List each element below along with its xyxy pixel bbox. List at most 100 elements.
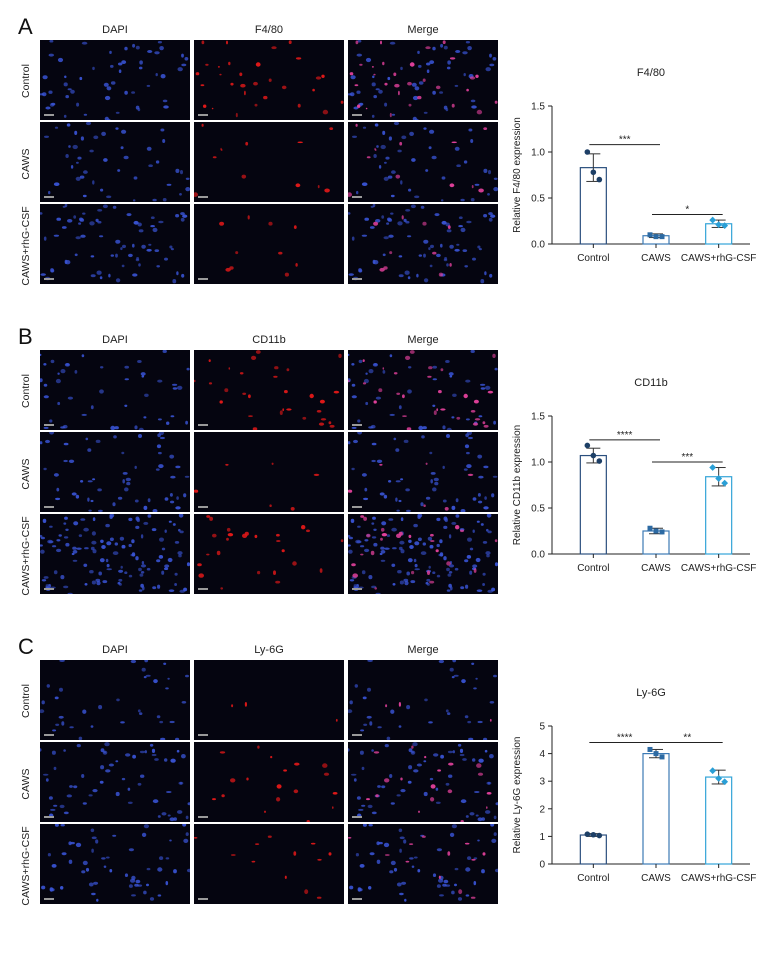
nucleus	[449, 375, 453, 378]
nucleus	[478, 248, 482, 251]
nucleus	[432, 46, 436, 51]
signal-spot	[310, 842, 316, 845]
nucleus	[483, 465, 489, 469]
nucleus	[432, 873, 437, 877]
nucleus	[429, 129, 435, 134]
nucleus	[75, 236, 81, 240]
signal-spot	[494, 539, 498, 543]
nucleus	[378, 165, 382, 169]
nucleus	[43, 383, 48, 387]
nucleus	[491, 493, 495, 498]
nucleus	[115, 278, 121, 283]
nucleus	[488, 217, 493, 222]
nucleus	[386, 736, 391, 740]
nucleus	[436, 848, 442, 852]
nucleus	[460, 586, 465, 590]
nucleus	[43, 576, 49, 579]
nucleus	[418, 425, 424, 430]
nucleus	[395, 480, 401, 483]
micrograph	[348, 350, 498, 430]
nucleus	[359, 864, 365, 868]
nucleus	[100, 748, 105, 753]
nucleus	[180, 212, 185, 216]
nucleus	[133, 176, 138, 180]
nucleus	[46, 684, 50, 688]
significance-label: ***	[681, 452, 693, 463]
nucleus	[462, 758, 467, 761]
micrograph-texture	[348, 122, 498, 202]
nucleus	[124, 873, 129, 877]
nucleus	[170, 415, 175, 418]
nucleus	[428, 247, 431, 251]
nucleus	[413, 523, 418, 528]
nucleus	[99, 389, 104, 394]
signal-spot	[483, 127, 488, 130]
nucleus	[363, 378, 369, 384]
nucleus	[480, 523, 484, 526]
signal-spot	[329, 424, 335, 428]
nucleus	[384, 744, 389, 748]
nucleus	[466, 451, 470, 455]
scale-bar	[352, 424, 362, 426]
signal-spot	[447, 851, 451, 856]
nucleus	[151, 528, 157, 532]
nucleus	[409, 545, 414, 549]
signal-spot	[290, 507, 295, 511]
nucleus	[410, 750, 416, 755]
x-tick-label: Control	[577, 873, 609, 884]
nucleus	[84, 583, 88, 586]
nucleus	[448, 534, 452, 539]
y-axis-label: Relative F4/80 expression	[512, 117, 523, 233]
data-point	[647, 525, 653, 531]
nucleus	[152, 227, 158, 233]
nucleus	[76, 744, 81, 748]
nucleus	[87, 480, 93, 483]
signal-spot	[195, 72, 200, 76]
significance-label: *	[685, 205, 689, 216]
signal-spot	[366, 798, 370, 801]
nucleus	[53, 804, 58, 807]
nucleus	[81, 870, 86, 874]
nucleus	[103, 158, 108, 162]
nucleus	[403, 218, 407, 222]
nucleus	[128, 517, 133, 522]
nucleus	[157, 815, 161, 818]
nucleus	[159, 46, 164, 51]
nucleus	[388, 234, 394, 238]
signal-spot	[219, 73, 222, 76]
signal-spot	[473, 568, 477, 573]
nucleus	[489, 53, 492, 58]
nucleus	[434, 213, 440, 217]
signal-spot	[340, 539, 344, 543]
nucleus	[147, 498, 151, 503]
panel-b: B DAPI CD11b Merge Control CAWS CAWS+rhG-CSF CD…	[0, 324, 780, 626]
nucleus	[480, 387, 486, 390]
nucleus	[138, 229, 144, 233]
nucleus	[80, 480, 84, 483]
nucleus	[465, 41, 470, 44]
data-point	[659, 529, 665, 535]
signal-spot	[362, 359, 365, 362]
signal-spot	[208, 359, 211, 362]
nucleus	[430, 472, 436, 475]
nucleus	[376, 859, 381, 864]
nucleus	[465, 379, 471, 383]
nucleus	[88, 794, 93, 797]
nucleus	[51, 102, 56, 106]
nucleus	[417, 515, 421, 519]
nucleus	[452, 393, 457, 397]
nucleus	[186, 868, 190, 873]
nucleus	[151, 748, 156, 753]
signal-spot	[409, 843, 414, 845]
signal-spot	[333, 390, 340, 394]
nucleus	[398, 499, 402, 503]
nucleus	[390, 709, 395, 714]
nucleus	[420, 551, 427, 555]
signal-spot	[212, 798, 216, 801]
nucleus	[63, 442, 69, 446]
nucleus	[485, 810, 491, 814]
signal-spot	[379, 463, 383, 466]
nucleus	[365, 401, 369, 406]
nucleus	[139, 750, 145, 754]
nucleus	[132, 199, 136, 202]
